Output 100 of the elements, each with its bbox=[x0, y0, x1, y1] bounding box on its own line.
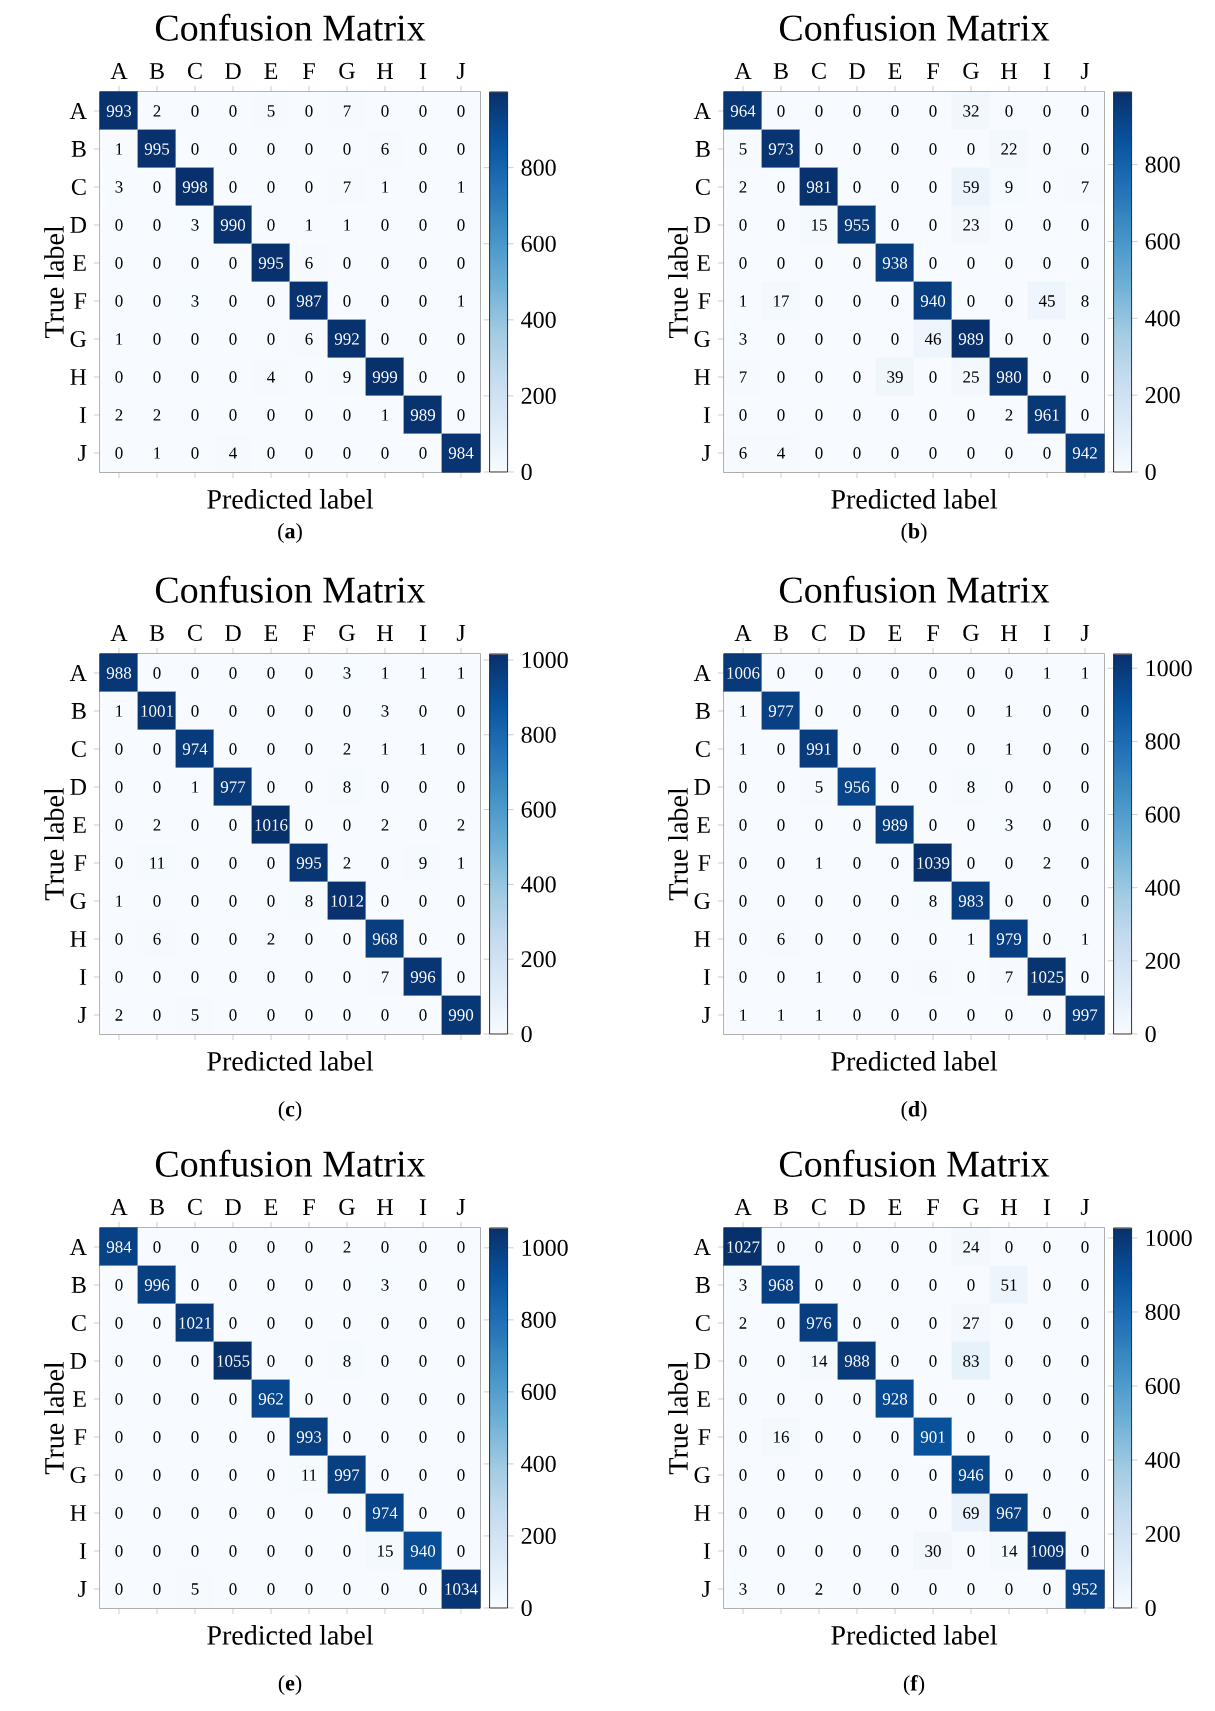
data-label: 0 bbox=[853, 1583, 861, 1595]
data-label: 7 bbox=[381, 971, 389, 983]
data-label: 0 bbox=[191, 1469, 199, 1481]
data-label: 0 bbox=[777, 257, 785, 269]
data-label: 0 bbox=[381, 781, 389, 793]
data-label: 0 bbox=[305, 743, 313, 755]
y-tick-label: G bbox=[694, 1466, 711, 1484]
data-label: 0 bbox=[305, 667, 313, 679]
x-tick-label: D bbox=[225, 1199, 241, 1215]
chart-title: Confusion Matrix bbox=[155, 13, 426, 41]
data-label: 0 bbox=[457, 219, 465, 231]
y-tick-label: J bbox=[78, 1007, 87, 1023]
data-label: 0 bbox=[815, 705, 823, 717]
color-bar-label: 800 bbox=[521, 1311, 556, 1328]
data-label: 0 bbox=[229, 143, 237, 155]
data-label: 0 bbox=[153, 371, 161, 383]
data-label: 0 bbox=[267, 447, 275, 459]
data-label: 69 bbox=[963, 1507, 979, 1519]
data-label: 0 bbox=[853, 667, 861, 679]
x-tick-label: A bbox=[110, 1199, 128, 1215]
data-label: 0 bbox=[267, 667, 275, 679]
data-label: 0 bbox=[853, 257, 861, 269]
x-tick-label: C bbox=[187, 62, 202, 79]
data-label: 1 bbox=[382, 181, 389, 193]
text: (c) bbox=[278, 1101, 302, 1121]
data-label: 0 bbox=[777, 1317, 785, 1329]
y-tick-label: B bbox=[71, 141, 86, 157]
data-label: 0 bbox=[343, 1431, 351, 1443]
x-tick-label: C bbox=[187, 624, 202, 641]
data-label: 0 bbox=[267, 295, 275, 307]
data-label: 1 bbox=[458, 181, 465, 193]
data-label: 973 bbox=[768, 143, 794, 155]
data-label: 0 bbox=[381, 1317, 389, 1329]
color-bar-label: 800 bbox=[1145, 733, 1180, 750]
data-label: 0 bbox=[419, 819, 427, 831]
data-label: 0 bbox=[739, 409, 747, 421]
data-label: 0 bbox=[1043, 1393, 1051, 1405]
data-label: 0 bbox=[115, 819, 123, 831]
x-tick-label: E bbox=[264, 63, 278, 79]
data-label: 22 bbox=[1001, 143, 1017, 155]
data-label: 0 bbox=[381, 1469, 389, 1481]
data-label: 0 bbox=[115, 971, 123, 983]
data-label: 0 bbox=[191, 1241, 199, 1253]
data-label: 0 bbox=[115, 1507, 123, 1519]
data-label: 0 bbox=[305, 1545, 313, 1557]
data-label: 24 bbox=[963, 1241, 980, 1253]
data-label: 0 bbox=[777, 219, 785, 231]
data-label: 0 bbox=[305, 1507, 313, 1519]
x-tick-label: G bbox=[339, 62, 355, 79]
data-label: 3 bbox=[343, 667, 351, 679]
data-label: 0 bbox=[343, 1279, 351, 1291]
data-label: 0 bbox=[1081, 1355, 1089, 1367]
color-bar-label: 400 bbox=[521, 1455, 556, 1472]
data-label: 83 bbox=[963, 1355, 979, 1367]
y-tick-label: I bbox=[703, 407, 711, 423]
data-label: 0 bbox=[891, 1355, 899, 1367]
color-bar-label: 1000 bbox=[1146, 660, 1192, 677]
data-label: 0 bbox=[777, 971, 785, 983]
data-label: 9 bbox=[1005, 181, 1013, 193]
data-label: 997 bbox=[1072, 1009, 1098, 1021]
data-label: 3 bbox=[115, 181, 123, 193]
data-label: 3 bbox=[739, 1279, 747, 1291]
y-tick-label: C bbox=[695, 178, 710, 196]
data-label: 0 bbox=[891, 1279, 899, 1291]
data-label: 0 bbox=[853, 181, 861, 193]
data-label: 0 bbox=[229, 1009, 237, 1021]
data-label: 0 bbox=[853, 895, 861, 907]
data-label: 6 bbox=[739, 447, 747, 459]
data-label: 0 bbox=[891, 143, 899, 155]
data-label: 0 bbox=[967, 1279, 975, 1291]
data-label: 1 bbox=[1082, 667, 1089, 679]
data-label: 1 bbox=[420, 743, 427, 755]
data-label: 0 bbox=[853, 1469, 861, 1481]
data-label: 942 bbox=[1072, 447, 1097, 459]
data-label: 0 bbox=[381, 895, 389, 907]
y-tick-label: J bbox=[702, 1007, 711, 1023]
data-label: 989 bbox=[410, 409, 436, 421]
data-label: 0 bbox=[267, 895, 275, 907]
data-label: 0 bbox=[229, 1279, 237, 1291]
data-label: 0 bbox=[457, 705, 465, 717]
data-label: 0 bbox=[457, 1317, 465, 1329]
data-label: 0 bbox=[891, 1507, 899, 1519]
data-label: 0 bbox=[419, 781, 427, 793]
data-label: 1 bbox=[420, 667, 427, 679]
data-label: 0 bbox=[929, 1469, 937, 1481]
data-label: 0 bbox=[229, 743, 237, 755]
data-label: 1 bbox=[740, 705, 747, 717]
data-label: 0 bbox=[853, 1279, 861, 1291]
data-label: 0 bbox=[1043, 333, 1051, 345]
y-tick-label: C bbox=[71, 178, 86, 196]
y-tick-label: E bbox=[72, 255, 86, 271]
data-label: 998 bbox=[182, 181, 208, 193]
data-label: 7 bbox=[739, 371, 747, 383]
data-label: 2 bbox=[153, 819, 161, 831]
data-label: 0 bbox=[153, 781, 161, 793]
data-label: 0 bbox=[891, 1431, 899, 1443]
data-label: 0 bbox=[191, 409, 199, 421]
data-label: 0 bbox=[115, 1279, 123, 1291]
y-tick-label: A bbox=[69, 103, 87, 119]
data-label: 0 bbox=[305, 371, 313, 383]
